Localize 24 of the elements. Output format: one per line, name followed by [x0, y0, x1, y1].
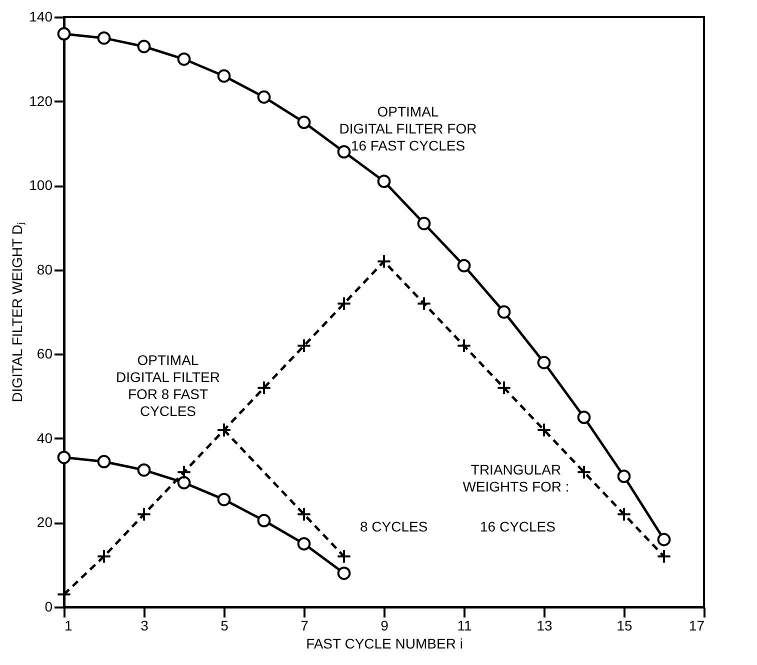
x-tick-label: 9: [380, 618, 389, 634]
x-tick-label: 1: [64, 618, 72, 634]
x-tick-label: 17: [688, 618, 705, 634]
y-tick-label: 140: [29, 8, 53, 24]
y-tick-label: 60: [36, 346, 53, 362]
y-tick-label: 40: [36, 430, 53, 446]
y-tick-label: 120: [29, 92, 53, 109]
x-tick-label: 3: [140, 618, 149, 634]
annotation: OPTIMAL DIGITAL FILTER FOR 8 FAST CYCLES: [116, 352, 220, 420]
annotation: OPTIMAL DIGITAL FILTER FOR 16 FAST CYCLES: [339, 104, 477, 154]
x-tick-label: 13: [536, 618, 552, 634]
y-axis-title: DIGITAL FILTER WEIGHT Dⱼ: [9, 222, 26, 402]
y-tick-label: 80: [36, 261, 53, 278]
x-tick-label: 7: [300, 618, 309, 634]
x-tick-label: 11: [457, 618, 472, 634]
x-axis-title: FAST CYCLE NUMBER i: [306, 636, 463, 652]
x-tick-label: 5: [220, 618, 229, 634]
y-tick-label: 20: [36, 514, 53, 530]
y-tick-label: 0: [44, 598, 53, 614]
annotation: TRIANGULAR WEIGHTS FOR :: [462, 462, 570, 495]
annotation: 8 CYCLES: [360, 518, 428, 535]
y-tick-label: 100: [29, 177, 53, 194]
x-tick-label: 15: [616, 618, 632, 634]
annotation: 16 CYCLES: [480, 518, 556, 535]
